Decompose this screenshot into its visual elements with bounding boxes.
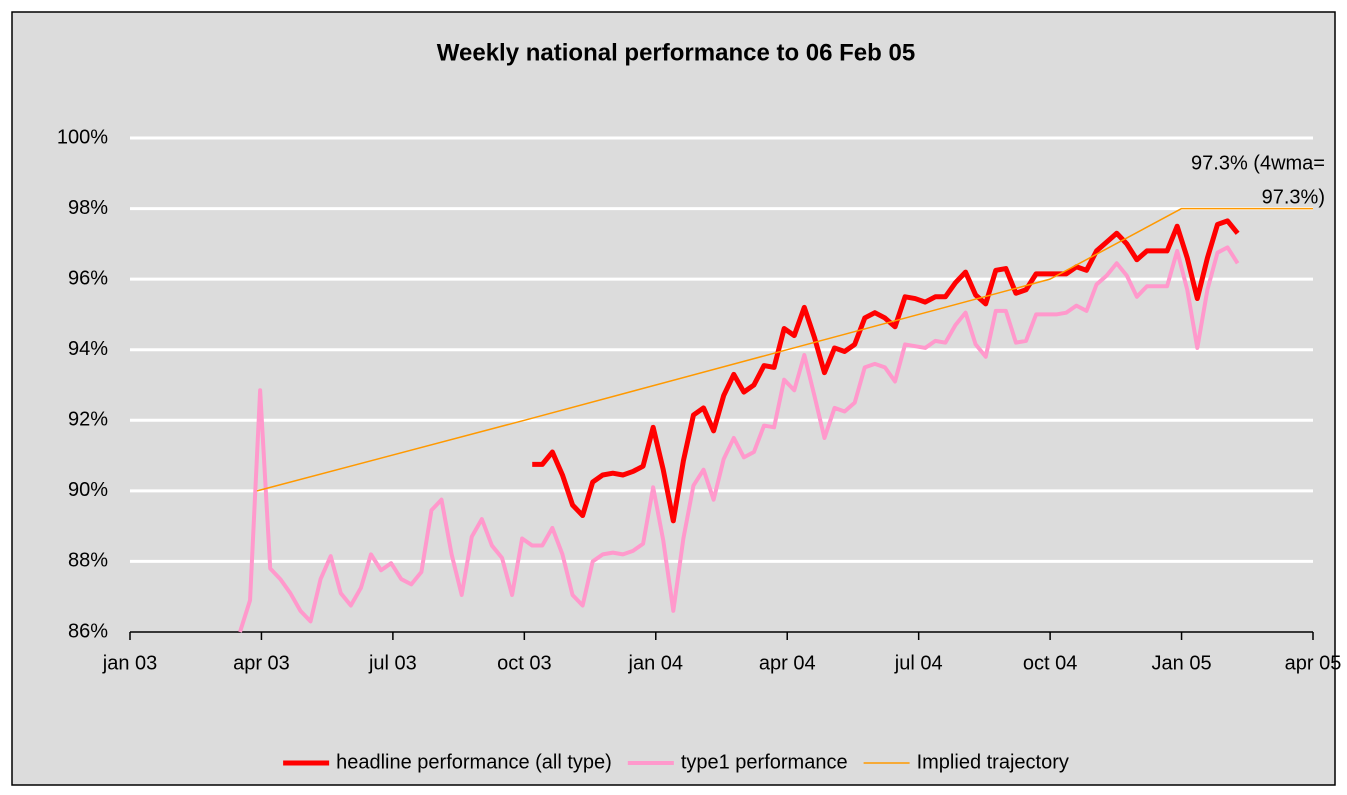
- y-tick-label: 90%: [68, 479, 108, 501]
- x-tick-label: jan 03: [102, 652, 158, 674]
- y-tick-label: 94%: [68, 338, 108, 360]
- x-tick-label: apr 05: [1285, 652, 1342, 674]
- series-line: [532, 218, 1240, 524]
- y-tick-label: 100%: [57, 126, 108, 148]
- x-tick-label: Jan 05: [1152, 652, 1212, 674]
- legend-label: headline performance (all type): [336, 751, 612, 773]
- annotation: 97.3% (4wma=: [1191, 152, 1325, 174]
- y-tick-label: 96%: [68, 267, 108, 289]
- y-tick-label: 98%: [68, 197, 108, 219]
- x-tick-label: jan 04: [628, 652, 684, 674]
- chart-background: [11, 11, 1336, 786]
- y-tick-label: 86%: [68, 620, 108, 642]
- annotation: 97.3%): [1262, 186, 1325, 208]
- x-tick-label: oct 04: [1023, 652, 1077, 674]
- x-tick-label: jul 03: [368, 652, 417, 674]
- y-tick-label: 92%: [68, 409, 108, 431]
- y-tick-label: 88%: [68, 550, 108, 572]
- x-tick-label: apr 04: [759, 652, 816, 674]
- series-line: [238, 245, 1240, 633]
- x-tick-label: oct 03: [497, 652, 551, 674]
- chart-title: Weekly national performance to 06 Feb 05: [437, 39, 915, 66]
- legend-label: Implied trajectory: [917, 751, 1069, 773]
- x-tick-label: jul 04: [894, 652, 943, 674]
- series-line: [256, 207, 1313, 492]
- legend-label: type1 performance: [681, 751, 848, 773]
- x-tick-label: apr 03: [233, 652, 290, 674]
